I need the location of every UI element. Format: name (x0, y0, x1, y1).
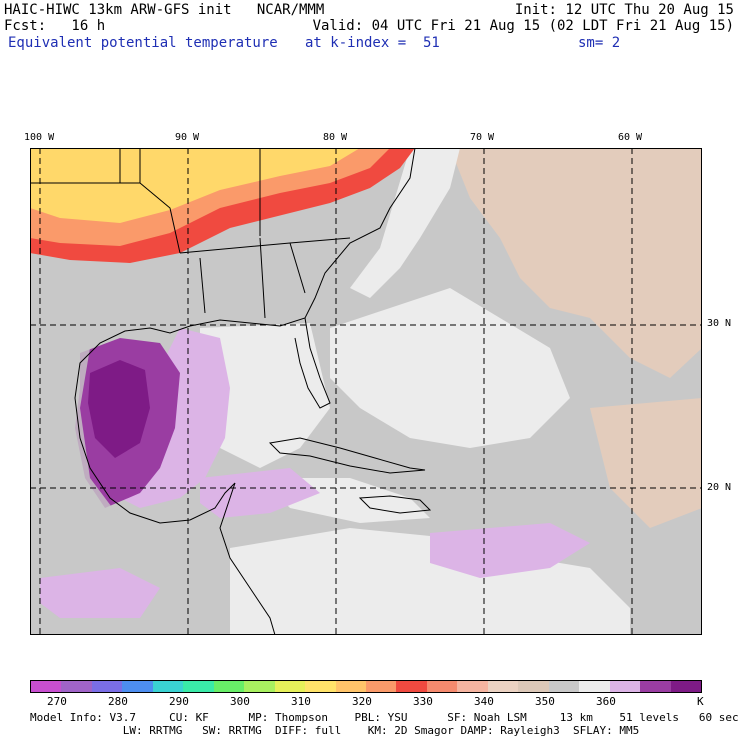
latlon-grid (30, 148, 702, 635)
lavender-region-carib (200, 468, 320, 518)
light-region-coast (350, 148, 460, 298)
colorbar-swatch (365, 681, 397, 692)
cbar-tick-280: 280 (108, 695, 128, 708)
colorbar-swatch (244, 681, 275, 692)
colorbar-swatch (487, 681, 519, 692)
colorbar-swatch (91, 681, 123, 692)
cbar-tick-330: 330 (413, 695, 433, 708)
colorbar-swatch (457, 681, 488, 692)
lat-label-20n: 20 N (707, 482, 732, 493)
colorbar-swatch (609, 681, 641, 692)
cbar-tick-290: 290 (169, 695, 189, 708)
cbar-tick-270: 270 (47, 695, 67, 708)
lavender-region-south (430, 523, 590, 578)
colorbar-swatch (183, 681, 214, 692)
land-gray-se (170, 218, 360, 323)
colorbar-swatch (640, 681, 671, 692)
cbar-unit: K (697, 695, 704, 708)
tan-region-ne (450, 148, 702, 378)
cbar-tick-340: 340 (474, 695, 494, 708)
colorbar-swatch (548, 681, 580, 692)
colorbar-swatch (426, 681, 458, 692)
init-time: Init: 12 UTC Thu 20 Aug 15 (514, 2, 734, 18)
cbar-tick-360: 360 (596, 695, 616, 708)
colorbar-swatch (579, 681, 610, 692)
colorbar-swatch (305, 681, 336, 692)
yellow-region (30, 148, 360, 223)
lon-label-80w: 80 W (323, 132, 348, 143)
forecast-hour: Fcst: 16 h (4, 18, 106, 34)
dark-purple-core (88, 360, 150, 458)
colorbar-swatch (152, 681, 184, 692)
colorbar (30, 680, 702, 693)
colorbar-swatch (518, 681, 549, 692)
coastlines (30, 148, 432, 635)
model-info-line1: Model Info: V3.7 CU: KF MP: Thompson PBL… (30, 711, 739, 724)
light-region-south (230, 528, 630, 635)
lon-label-60w: 60 W (618, 132, 643, 143)
tan-region-east (590, 398, 702, 528)
cbar-tick-320: 320 (352, 695, 372, 708)
map-border (30, 148, 702, 635)
colorbar-swatch (670, 681, 701, 692)
colorbar-swatch (61, 681, 92, 692)
lavender-region-sw (40, 568, 160, 618)
colorbar-swatch (396, 681, 427, 692)
colorbar-swatch (213, 681, 245, 692)
smoothing-value: sm= 2 (578, 35, 621, 51)
lon-label-70w: 70 W (470, 132, 495, 143)
light-region-gulf (200, 323, 330, 468)
colorbar-swatch (335, 681, 366, 692)
theta-e-map (30, 148, 702, 635)
field-name: Equivalent potential temperature (8, 35, 278, 51)
level-index: at k-index = 51 (305, 35, 440, 51)
model-info-line2: LW: RRTMG SW: RRTMG DIFF: full KM: 2D Sm… (30, 724, 640, 737)
cbar-tick-300: 300 (230, 695, 250, 708)
model-title: HAIC-HIWC 13km ARW-GFS init NCAR/MMM (4, 2, 325, 18)
cbar-tick-310: 310 (291, 695, 311, 708)
colorbar-swatch (31, 681, 62, 692)
lat-label-30n: 30 N (707, 318, 732, 329)
colorbar-swatch (274, 681, 306, 692)
valid-time: Valid: 04 UTC Fri 21 Aug 15 (02 LDT Fri … (312, 18, 734, 34)
cbar-tick-350: 350 (535, 695, 555, 708)
lon-label-90w: 90 W (175, 132, 200, 143)
light-region-atlantic (330, 288, 570, 448)
lon-label-100w: 100 W (24, 132, 55, 143)
colorbar-swatch (122, 681, 153, 692)
